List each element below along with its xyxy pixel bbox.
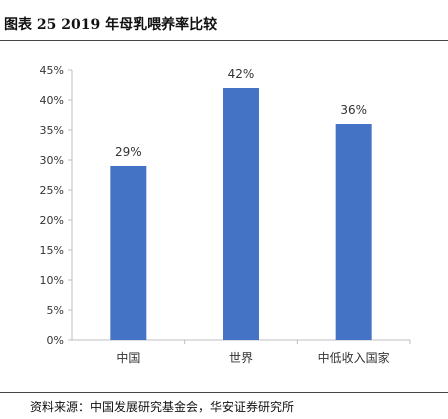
y-tick-label: 30% [40,154,64,167]
bar [223,88,259,340]
data-label: 42% [228,67,255,81]
figure-title: 图表 25 2019 年母乳喂养率比较 [4,17,218,33]
data-label: 29% [115,145,142,159]
y-tick-label: 25% [40,184,64,197]
y-tick-label: 35% [40,124,64,137]
bar [335,124,372,340]
y-tick-label: 0% [47,334,64,347]
bar [110,166,147,340]
x-tick-label: 世界 [229,351,253,365]
data-label: 36% [340,103,367,117]
y-tick-label: 5% [47,304,64,317]
y-tick-label: 10% [40,274,64,287]
bar-chart: 0% 5% 10% 15% 20% 25% 30% 35% 40% 45% 29% 中国 42% 世界 36… [40,64,411,365]
source-divider [0,392,448,393]
x-tick-label: 中低收入国家 [318,350,390,365]
source-note: 资料来源：中国发展研究基金会，华安证券研究所 [30,400,295,414]
y-tick-label: 20% [40,214,64,227]
y-tick-label: 45% [40,64,64,77]
y-tick-label: 40% [40,94,64,107]
x-tick-label: 中国 [116,350,140,365]
y-tick-label: 15% [40,244,64,257]
title-divider [0,40,448,41]
